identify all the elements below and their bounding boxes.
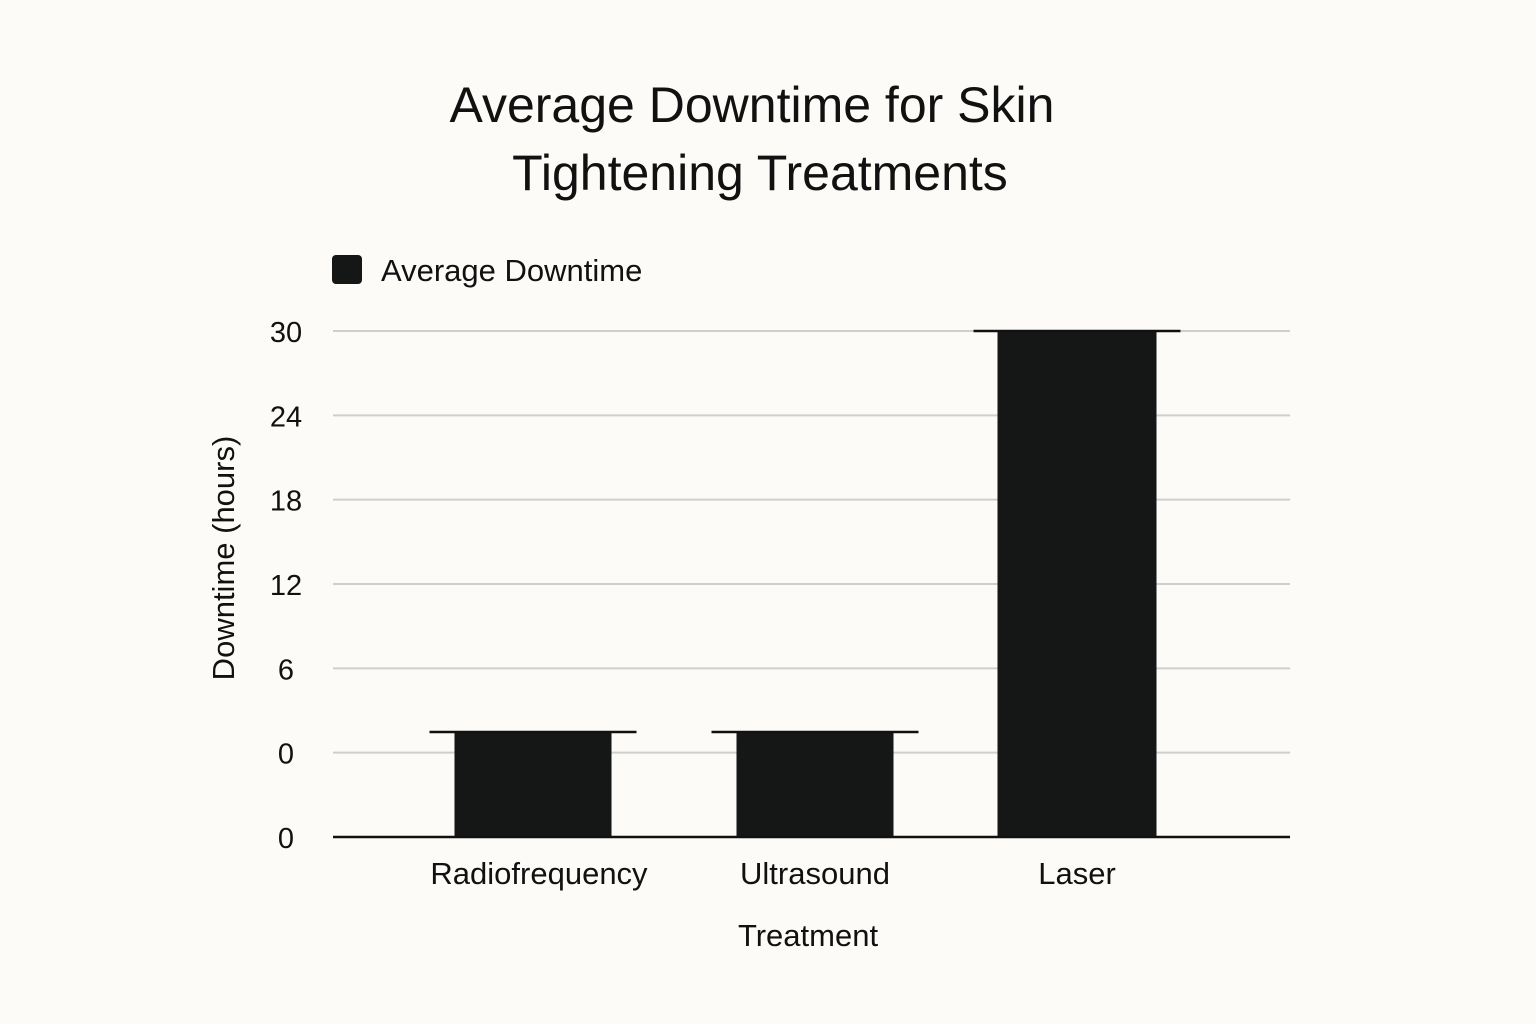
bar [997,331,1157,837]
y-tick-label: 30 [270,317,302,349]
y-tick-label: 24 [270,401,302,433]
bar [454,732,612,837]
legend-swatch [332,255,362,284]
y-tick-label: 12 [270,570,302,602]
x-tick-label: Laser [1038,856,1116,891]
x-tick-label: Radiofrequency [430,856,648,891]
y-tick-label: 0 [278,823,294,855]
y-tick-label: 6 [278,654,294,686]
y-axis-ticks: 0 0 6 12 18 24 30 [270,317,302,855]
chart-title-line-1: Average Downtime for Skin [450,77,1055,133]
y-tick-label: 18 [270,486,302,518]
y-axis-title: Downtime (hours) [206,436,241,681]
bar [736,732,894,837]
bars [429,329,1181,837]
y-tick-label: 0 [278,739,294,771]
chart-title-line-2: Tightening Treatments [512,145,1008,201]
x-axis-title: Treatment [738,918,879,953]
x-axis-categories: Radiofrequency Ultrasound Laser [430,856,1115,891]
legend-label: Average Downtime [381,253,642,288]
x-tick-label: Ultrasound [740,856,890,891]
